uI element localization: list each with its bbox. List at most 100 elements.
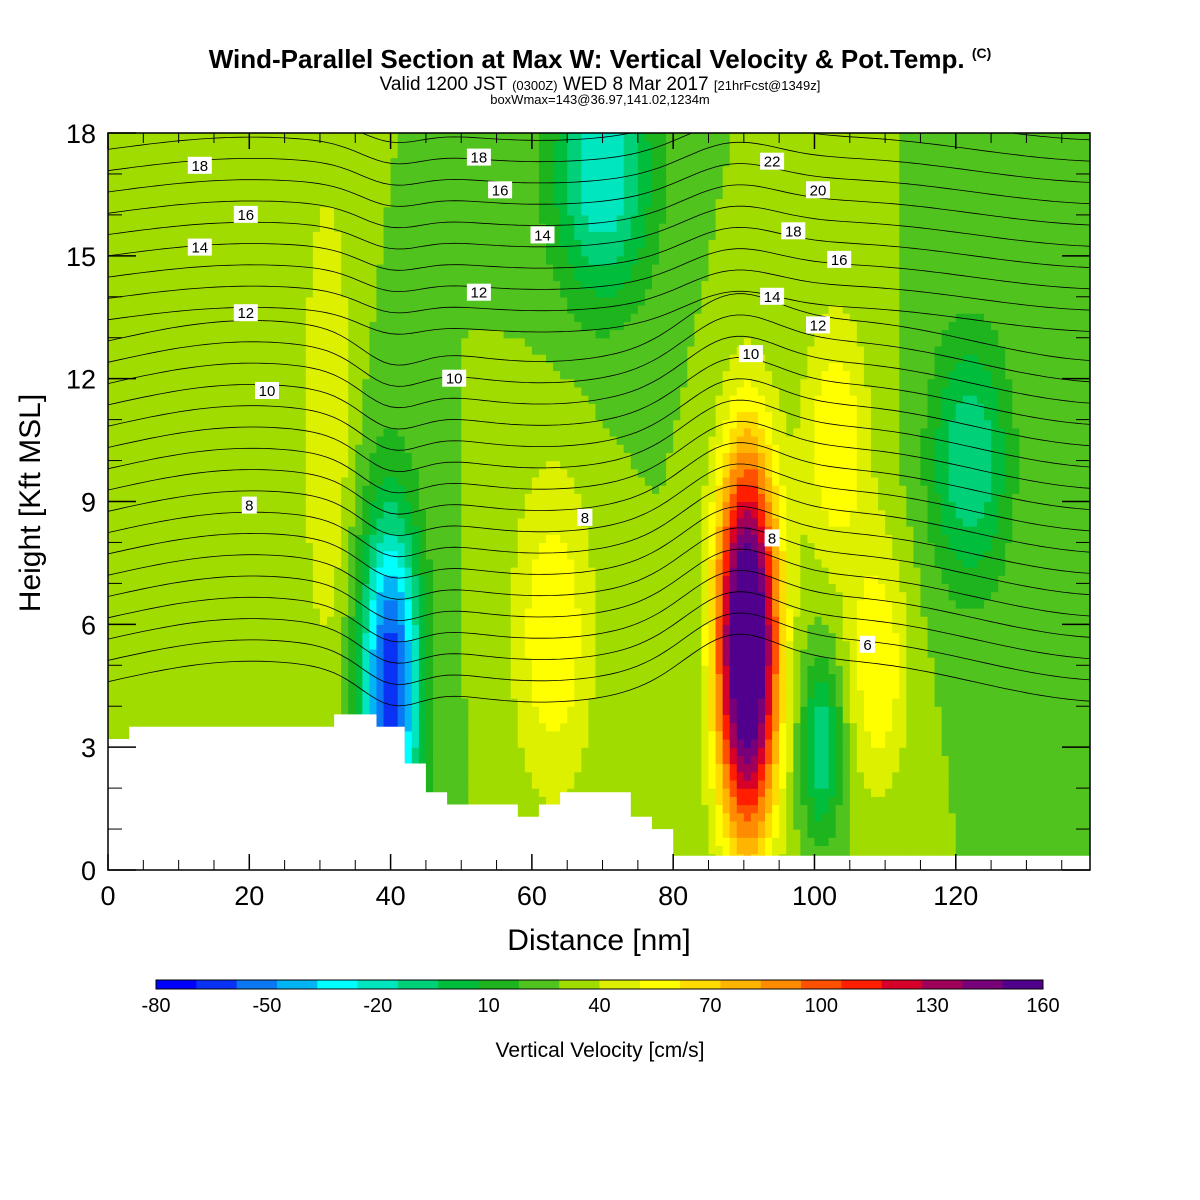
velocity-cell — [178, 706, 187, 716]
velocity-cell — [920, 607, 929, 617]
velocity-cell — [369, 673, 378, 683]
velocity-cell — [1040, 616, 1049, 625]
velocity-cell — [115, 706, 123, 716]
velocity-cell — [659, 624, 667, 634]
velocity-cell — [1005, 591, 1013, 601]
velocity-cell — [899, 665, 907, 675]
velocity-cell — [715, 714, 724, 724]
velocity-cell — [122, 583, 130, 593]
velocity-cell — [440, 607, 448, 617]
velocity-cell — [694, 616, 703, 625]
velocity-cell — [948, 632, 957, 642]
velocity-cell — [348, 616, 356, 625]
velocity-cell — [673, 738, 681, 748]
velocity-cell — [1012, 657, 1020, 666]
velocity-cell — [701, 648, 710, 658]
velocity-cell — [1026, 591, 1035, 601]
velocity-cell — [779, 796, 787, 806]
velocity-cell — [108, 714, 116, 724]
velocity-cell — [694, 829, 703, 838]
velocity-cell — [955, 624, 964, 634]
velocity-cell — [1040, 681, 1049, 691]
velocity-cell — [715, 779, 724, 789]
velocity-cell — [757, 632, 766, 642]
velocity-cell — [976, 599, 985, 609]
velocity-cell — [461, 730, 469, 740]
velocity-cell — [319, 714, 328, 724]
velocity-cell — [397, 706, 406, 716]
velocity-cell — [411, 747, 420, 756]
velocity-cell — [913, 640, 922, 650]
velocity-cell — [213, 599, 222, 609]
velocity-cell — [984, 616, 992, 625]
velocity-cell — [150, 575, 159, 584]
velocity-cell — [666, 616, 674, 625]
velocity-cell — [1075, 763, 1084, 773]
velocity-cell — [673, 591, 681, 601]
velocity-cell — [616, 575, 625, 584]
velocity-cell — [899, 779, 907, 789]
velocity-cell — [715, 624, 724, 634]
velocity-cell — [213, 575, 222, 584]
velocity-cell — [510, 599, 519, 609]
velocity-cell — [814, 657, 823, 666]
velocity-cell — [178, 698, 187, 707]
velocity-cell — [609, 714, 618, 724]
velocity-cell — [786, 738, 794, 748]
velocity-cell — [447, 796, 455, 806]
velocity-cell — [948, 689, 957, 699]
velocity-cell — [666, 599, 674, 609]
velocity-cell — [609, 632, 618, 642]
velocity-cell — [644, 689, 653, 699]
velocity-cell — [800, 657, 809, 666]
velocity-cell — [849, 714, 858, 724]
velocity-cell — [1005, 763, 1013, 773]
velocity-cell — [319, 673, 328, 683]
velocity-cell — [644, 583, 653, 593]
velocity-cell — [976, 665, 985, 675]
velocity-cell — [228, 583, 236, 593]
velocity-cell — [1082, 796, 1090, 806]
velocity-cell — [948, 755, 957, 765]
velocity-cell — [432, 616, 441, 625]
velocity-cell — [178, 689, 187, 699]
velocity-cell — [941, 845, 950, 855]
velocity-cell — [969, 738, 978, 748]
velocity-cell — [765, 837, 773, 847]
velocity-cell — [750, 829, 759, 838]
velocity-cell — [546, 738, 554, 748]
velocity-cell — [1068, 845, 1077, 855]
velocity-cell — [249, 681, 257, 691]
velocity-cell — [666, 747, 674, 756]
velocity-cell — [687, 698, 695, 707]
velocity-cell — [878, 730, 886, 740]
velocity-cell — [842, 747, 851, 756]
velocity-cell — [976, 624, 985, 634]
velocity-cell — [680, 632, 688, 642]
velocity-cell — [383, 706, 392, 716]
velocity-cell — [892, 689, 900, 699]
velocity-cell — [1061, 771, 1070, 781]
velocity-cell — [263, 599, 272, 609]
velocity-cell — [122, 730, 130, 740]
velocity-cell — [524, 583, 533, 593]
velocity-cell — [1033, 681, 1042, 691]
velocity-cell — [312, 714, 321, 724]
velocity-cell — [1012, 698, 1020, 707]
velocity-cell — [842, 804, 851, 814]
velocity-cell — [920, 714, 929, 724]
velocity-cell — [793, 820, 801, 830]
velocity-cell — [715, 575, 724, 584]
velocity-cell — [991, 657, 999, 666]
velocity-cell — [687, 829, 695, 838]
velocity-cell — [779, 730, 787, 740]
velocity-cell — [750, 673, 759, 683]
velocity-cell — [1047, 779, 1056, 789]
velocity-cell — [122, 624, 130, 634]
velocity-cell — [927, 829, 936, 838]
velocity-cell — [270, 599, 279, 609]
velocity-cell — [630, 771, 639, 781]
velocity-cell — [418, 747, 427, 756]
velocity-cell — [341, 640, 349, 650]
velocity-cell — [821, 583, 830, 593]
